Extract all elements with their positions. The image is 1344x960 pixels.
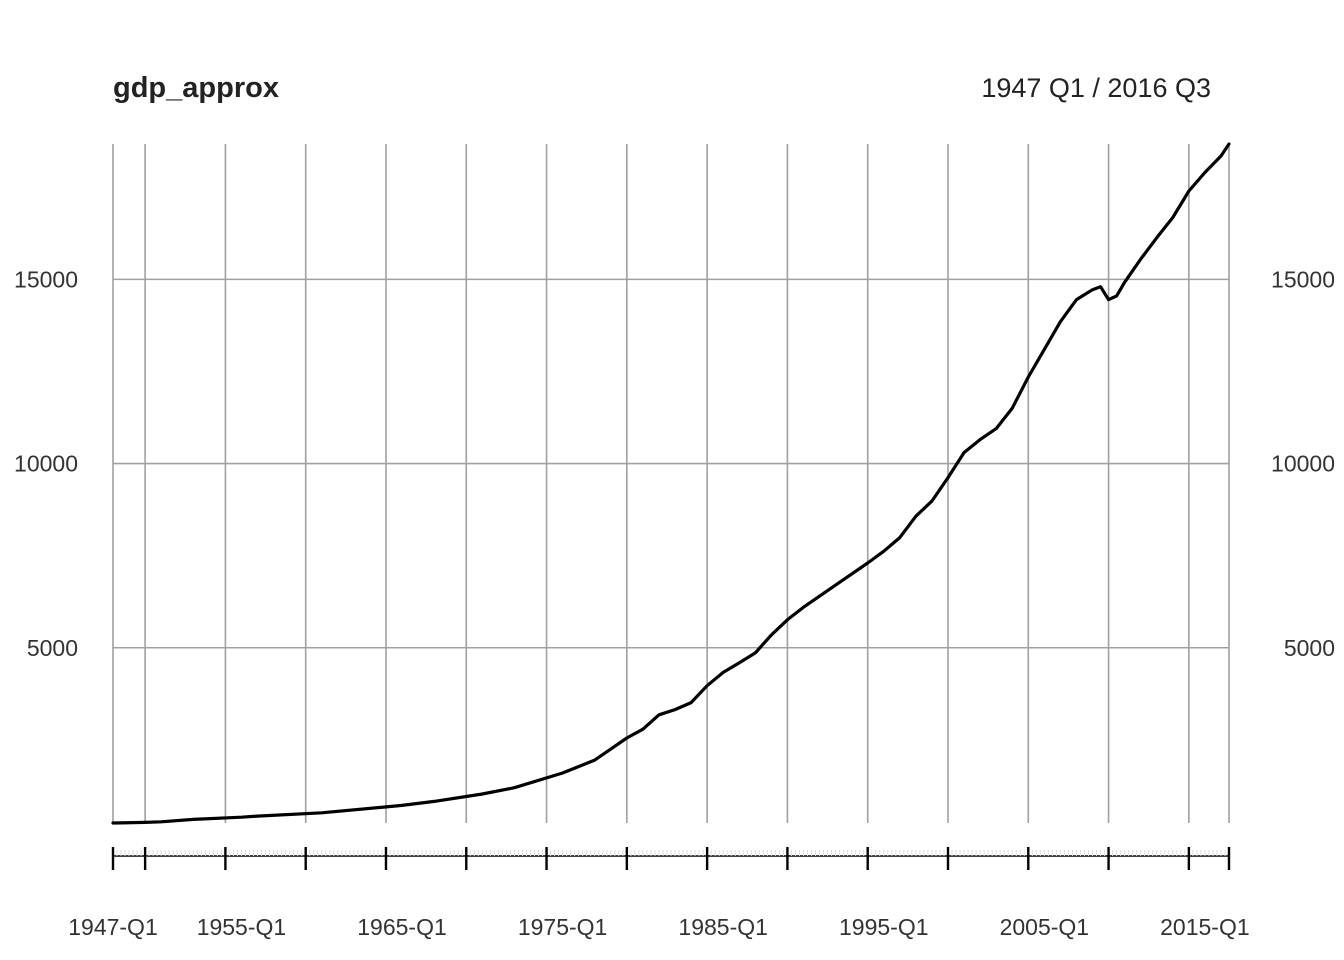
- x-tick-label: 1965-Q1: [357, 914, 447, 940]
- y-tick-label-left: 15000: [14, 266, 78, 292]
- x-tick-label: 2015-Q1: [1160, 914, 1250, 940]
- grid: [112, 144, 1230, 823]
- series-layer: [111, 142, 1231, 825]
- x-tick-label: 1985-Q1: [678, 914, 768, 940]
- y-tick-label-right: 15000: [1271, 266, 1335, 292]
- y-tick-label-left: 5000: [27, 635, 78, 661]
- y-axis-left: 5000 10000 15000: [14, 266, 78, 660]
- x-tick-label: 1955-Q1: [197, 914, 287, 940]
- y-tick-label-left: 10000: [14, 451, 78, 477]
- series-line: [111, 142, 1231, 825]
- x-tick-label: 1975-Q1: [518, 914, 608, 940]
- x-tick-label: 2005-Q1: [1000, 914, 1090, 940]
- x-tick-label: 1995-Q1: [839, 914, 929, 940]
- y-axis-right: 5000 10000 15000: [1271, 266, 1335, 660]
- x-tick-label: 1947-Q1: [68, 914, 158, 940]
- chart-title: gdp_approx: [113, 72, 279, 104]
- chart-date-range: 1947 Q1 / 2016 Q3: [981, 73, 1211, 103]
- y-tick-label-right: 10000: [1271, 451, 1335, 477]
- y-tick-label-right: 5000: [1284, 635, 1335, 661]
- x-axis: 1947-Q1 1955-Q1 1965-Q1 1975-Q1 1985-Q1 1995-…: [68, 847, 1250, 940]
